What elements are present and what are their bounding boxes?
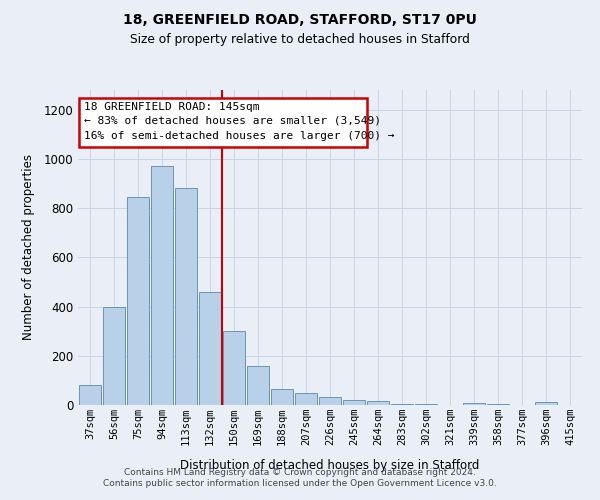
Bar [247,366,269,405]
Bar [175,188,197,405]
Bar [223,331,245,405]
Bar [127,197,149,405]
Bar [415,404,437,405]
Bar [79,385,101,405]
Y-axis label: Number of detached properties: Number of detached properties [22,154,35,340]
Bar [295,392,317,405]
Text: 18 GREENFIELD ROAD: 145sqm: 18 GREENFIELD ROAD: 145sqm [84,102,260,112]
FancyBboxPatch shape [79,98,367,147]
Bar [367,402,389,405]
Bar [487,404,509,405]
Bar [199,292,221,405]
Bar [391,404,413,405]
Bar [319,397,341,405]
Text: Contains HM Land Registry data © Crown copyright and database right 2024.
Contai: Contains HM Land Registry data © Crown c… [103,468,497,487]
Bar [463,402,485,405]
X-axis label: Distribution of detached houses by size in Stafford: Distribution of detached houses by size … [181,459,479,472]
Bar [151,166,173,405]
Text: 18, GREENFIELD ROAD, STAFFORD, ST17 0PU: 18, GREENFIELD ROAD, STAFFORD, ST17 0PU [123,12,477,26]
Text: ← 83% of detached houses are smaller (3,549): ← 83% of detached houses are smaller (3,… [84,116,381,126]
Bar [535,402,557,405]
Bar [343,400,365,405]
Bar [103,306,125,405]
Text: Size of property relative to detached houses in Stafford: Size of property relative to detached ho… [130,32,470,46]
Text: 16% of semi-detached houses are larger (700) →: 16% of semi-detached houses are larger (… [84,130,395,140]
Bar [271,389,293,405]
